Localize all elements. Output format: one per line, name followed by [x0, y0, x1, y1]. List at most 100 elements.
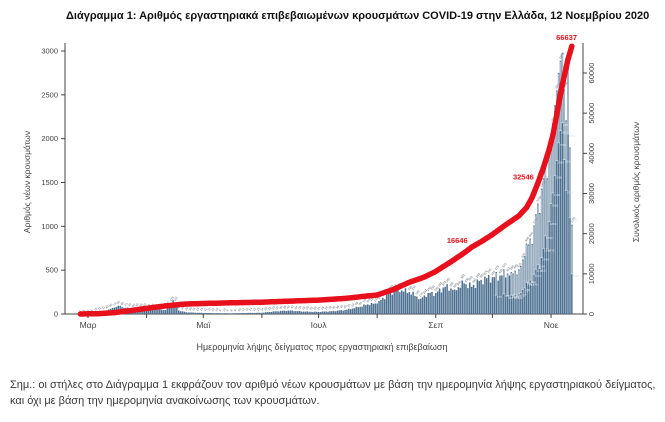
svg-text:1020: 1020: [569, 216, 576, 224]
svg-text:29: 29: [324, 305, 329, 310]
annotation-32546: 32546: [513, 172, 534, 181]
svg-text:20: 20: [184, 306, 189, 311]
figure-title: Διάγραμμα 1: Αριθμός εργαστηριακά επιβεβ…: [66, 10, 650, 22]
svg-text:1260: 1260: [538, 264, 545, 268]
svg-text:280: 280: [452, 282, 458, 289]
svg-text:240: 240: [433, 285, 439, 292]
svg-text:11: 11: [203, 307, 208, 312]
axis-tick-labels: 0500100015002000250030000100002000030000…: [22, 47, 641, 353]
svg-text:Σεπ: Σεπ: [428, 320, 443, 330]
svg-text:480: 480: [509, 264, 515, 271]
svg-text:Μαϊ: Μαϊ: [196, 320, 211, 330]
svg-text:36: 36: [278, 305, 283, 310]
svg-text:40: 40: [290, 304, 295, 309]
svg-text:45: 45: [339, 304, 344, 309]
total-annotation: 66637: [556, 33, 577, 42]
svg-text:14: 14: [259, 307, 264, 312]
annotation-16646: 16646: [447, 236, 468, 245]
svg-text:261: 261: [388, 284, 394, 291]
svg-text:462: 462: [505, 266, 511, 273]
svg-text:462: 462: [508, 296, 513, 300]
svg-text:66: 66: [142, 302, 147, 307]
svg-text:16: 16: [191, 306, 196, 311]
bar-whiskers: [494, 53, 574, 297]
svg-text:20: 20: [263, 306, 268, 311]
svg-text:622: 622: [523, 290, 528, 294]
svg-text:83: 83: [354, 301, 359, 306]
svg-text:1010: 1010: [535, 274, 542, 278]
svg-text:622: 622: [520, 252, 526, 259]
svg-text:15: 15: [93, 306, 98, 311]
svg-text:14: 14: [248, 307, 253, 312]
bar-value-labels: 1 3 6 8 152131426073958071666065656655605254…: [78, 52, 577, 313]
svg-text:2550: 2550: [557, 160, 564, 164]
svg-text:253: 253: [430, 284, 436, 291]
svg-text:12: 12: [252, 307, 257, 312]
svg-text:292: 292: [437, 281, 443, 288]
svg-text:3000: 3000: [41, 47, 58, 56]
svg-text:60: 60: [131, 302, 136, 307]
svg-text:2060: 2060: [552, 203, 559, 207]
svg-text:510: 510: [504, 294, 509, 298]
svg-text:12: 12: [241, 307, 246, 312]
svg-text:199: 199: [414, 289, 420, 296]
svg-text:28: 28: [301, 305, 306, 310]
svg-text:1690: 1690: [546, 236, 553, 240]
svg-text:3: 3: [82, 309, 86, 313]
svg-text:9: 9: [218, 308, 222, 312]
svg-text:548: 548: [521, 292, 526, 296]
svg-text:1139: 1139: [537, 269, 544, 273]
svg-text:479: 479: [494, 264, 500, 271]
svg-text:123: 123: [172, 296, 178, 303]
svg-text:390: 390: [479, 272, 485, 279]
svg-text:65: 65: [135, 302, 140, 307]
svg-text:2750: 2750: [559, 143, 566, 147]
svg-text:40000: 40000: [587, 143, 596, 164]
svg-text:2890: 2890: [558, 52, 565, 60]
svg-text:420: 420: [490, 270, 496, 277]
svg-text:1900: 1900: [571, 217, 578, 221]
svg-text:495: 495: [513, 263, 519, 270]
svg-text:9: 9: [233, 308, 237, 312]
svg-text:36: 36: [331, 305, 336, 310]
svg-text:2560: 2560: [565, 160, 572, 164]
svg-text:71: 71: [123, 302, 128, 307]
svg-text:500: 500: [45, 266, 58, 275]
svg-text:60000: 60000: [587, 63, 596, 84]
svg-text:14: 14: [199, 307, 204, 312]
svg-text:2380: 2380: [555, 175, 562, 179]
svg-text:Ημερομηνία λήψης δείγματος προ: Ημερομηνία λήψης δείγματος προς εργαστηρ…: [197, 342, 448, 352]
svg-text:2180: 2180: [554, 193, 561, 197]
svg-text:250: 250: [407, 285, 413, 292]
svg-text:510: 510: [516, 262, 522, 269]
svg-text:1500: 1500: [41, 178, 58, 187]
svg-text:110: 110: [365, 297, 371, 303]
svg-text:66: 66: [127, 302, 132, 307]
svg-text:1020: 1020: [572, 274, 579, 278]
svg-text:660: 660: [525, 288, 530, 292]
svg-text:8: 8: [229, 308, 233, 312]
svg-text:8: 8: [89, 308, 93, 312]
svg-text:805: 805: [527, 282, 532, 286]
svg-text:Νοε: Νοε: [544, 320, 559, 330]
svg-text:1010: 1010: [532, 217, 539, 225]
svg-text:Συνολικός αριθμός κρουσμάτων: Συνολικός αριθμός κρουσμάτων: [631, 122, 641, 242]
svg-text:83: 83: [358, 301, 363, 306]
svg-text:1: 1: [78, 309, 82, 313]
svg-text:126: 126: [369, 295, 375, 302]
svg-text:60: 60: [108, 302, 113, 307]
svg-text:32: 32: [275, 305, 280, 310]
covid-combo-chart: 0500100015002000250030000100002000030000…: [22, 33, 641, 353]
svg-text:1430: 1430: [542, 258, 549, 262]
svg-text:34: 34: [297, 305, 302, 310]
svg-text:0: 0: [54, 310, 58, 319]
svg-text:10: 10: [214, 307, 219, 312]
line-annotations: 16646 32546: [447, 172, 534, 245]
svg-text:212: 212: [422, 288, 428, 295]
svg-text:31: 31: [101, 305, 106, 310]
svg-text:14: 14: [195, 307, 200, 312]
svg-text:23: 23: [267, 306, 272, 311]
svg-text:2550: 2550: [554, 81, 561, 89]
svg-text:39: 39: [282, 304, 287, 309]
svg-text:462: 462: [514, 296, 519, 300]
